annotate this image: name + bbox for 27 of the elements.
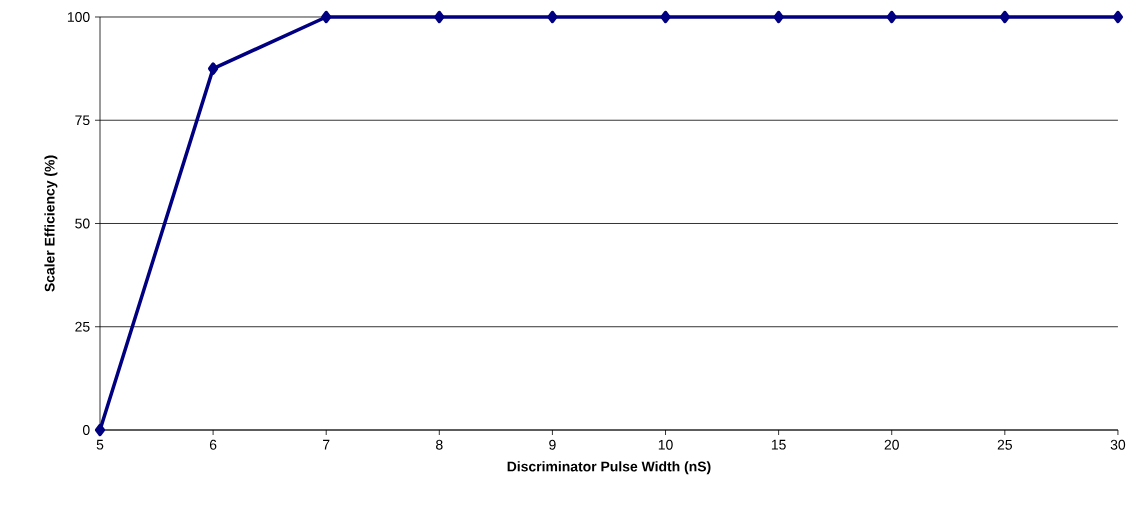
x-tick-label: 15 <box>771 439 786 450</box>
y-tick-label: 100 <box>67 12 90 22</box>
x-tick-label: 8 <box>436 439 443 450</box>
point <box>1112 10 1124 24</box>
x-tick-label: 5 <box>96 439 104 450</box>
x-tick-label: 9 <box>549 439 556 450</box>
point <box>660 10 671 24</box>
x-tick-label: 7 <box>323 439 330 450</box>
x-tick-label: 25 <box>997 439 1012 450</box>
x-tick-label: 30 <box>1110 439 1126 450</box>
point <box>886 10 897 24</box>
point <box>94 423 106 437</box>
point <box>434 10 445 24</box>
point <box>773 10 784 24</box>
y-axis-title: Scaler Efficiency (%) <box>44 155 58 292</box>
x-axis-title: Discriminator Pulse Width (nS) <box>507 461 711 475</box>
y-tick-label: 50 <box>75 218 90 229</box>
y-tick-label: 0 <box>82 425 90 435</box>
point <box>321 10 332 24</box>
y-tick-label: 75 <box>75 115 90 126</box>
point <box>547 10 558 24</box>
point <box>207 62 219 75</box>
point <box>999 10 1010 24</box>
x-tick-label: 10 <box>658 439 673 450</box>
x-tick-label: 20 <box>884 439 899 450</box>
x-tick-label: 6 <box>209 439 217 450</box>
y-tick-label: 25 <box>75 321 90 332</box>
